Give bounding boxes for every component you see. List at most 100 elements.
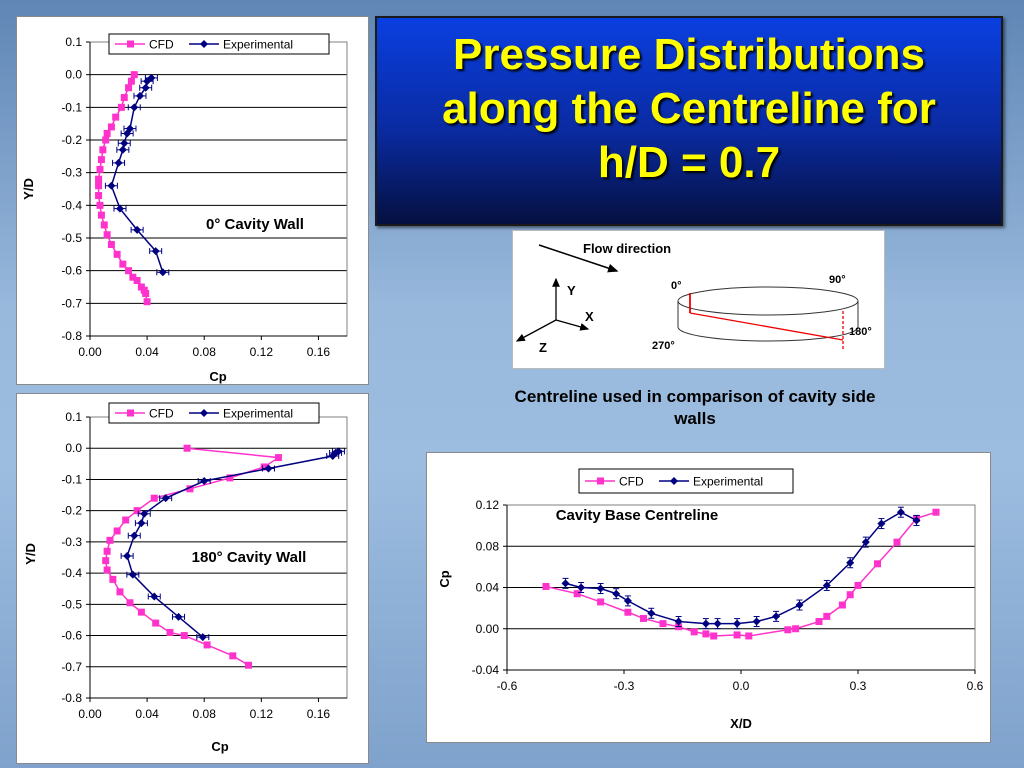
cfd-point bbox=[932, 508, 940, 516]
experimental-point bbox=[647, 609, 656, 618]
cfd-point bbox=[854, 581, 862, 589]
experimental-point bbox=[115, 204, 124, 213]
x-tick-label: 0.6 bbox=[967, 679, 984, 693]
legend-experimental-marker bbox=[200, 40, 208, 48]
cfd-point bbox=[784, 626, 792, 634]
cfd-point bbox=[126, 599, 134, 607]
legend-cfd-label: CFD bbox=[149, 407, 174, 421]
experimental-point bbox=[334, 447, 343, 456]
flow-arrow bbox=[538, 244, 619, 273]
y-tick-label: -0.6 bbox=[61, 629, 82, 643]
experimental-point bbox=[137, 519, 146, 528]
experimental-point bbox=[130, 103, 139, 112]
cfd-point bbox=[815, 618, 823, 626]
cfd-point bbox=[107, 123, 115, 131]
experimental-point bbox=[713, 619, 722, 628]
cfd-point bbox=[100, 221, 108, 229]
y-tick-label: -0.3 bbox=[61, 535, 82, 549]
cavity-top-ellipse bbox=[677, 286, 859, 316]
chart-cavity-base: 0.12 0.08 0.04 0.00 -0.04 -0.6 -0.3 0.0 0.3 0.6 X/… bbox=[437, 468, 984, 731]
x-tick-label: 0.00 bbox=[78, 345, 102, 359]
experimental-point bbox=[158, 268, 167, 277]
experimental-point bbox=[795, 601, 804, 610]
cfd-point bbox=[792, 625, 800, 633]
x-tick-label: -0.3 bbox=[614, 679, 635, 693]
experimental-point bbox=[772, 612, 781, 621]
experimental-point bbox=[674, 617, 683, 626]
legend-experimental-label: Experimental bbox=[223, 38, 293, 52]
cfd-point bbox=[640, 614, 647, 622]
cavity-diagram-panel: Flow direction Y X Z 0° 90° 180° 270° bbox=[512, 230, 885, 369]
z-axis-arrow bbox=[515, 319, 557, 342]
legend-cfd-label: CFD bbox=[149, 38, 174, 52]
angle-90-label: 90° bbox=[829, 274, 846, 286]
y-tick-label: -0.2 bbox=[61, 504, 82, 518]
x-axis-label: X/D bbox=[730, 716, 752, 731]
experimental-point bbox=[161, 494, 170, 503]
cfd-point bbox=[244, 661, 252, 669]
cfd-point bbox=[152, 619, 160, 627]
y-tick-label: 0.0 bbox=[65, 68, 82, 82]
experimental-point bbox=[151, 247, 160, 256]
experimental-point bbox=[896, 508, 905, 517]
experimental-point bbox=[328, 452, 337, 461]
experimental-point bbox=[623, 596, 632, 605]
experimental-point bbox=[861, 538, 870, 547]
legend-experimental-label: Experimental bbox=[223, 407, 293, 421]
cfd-point bbox=[127, 77, 135, 85]
x-tick-label: 0.04 bbox=[135, 345, 159, 359]
cfd-point bbox=[109, 575, 117, 583]
cfd-point bbox=[122, 516, 130, 524]
cfd-point bbox=[125, 84, 133, 92]
y-tick-label: 0.12 bbox=[476, 498, 500, 512]
chart-180deg-wall: 0.1 0.0 -0.1 -0.2 -0.3 -0.4 -0.5 -0.6 -0.7 -0.8 0.… bbox=[23, 402, 348, 754]
cfd-point bbox=[624, 608, 632, 616]
x-tick-label: 0.08 bbox=[193, 345, 217, 359]
cfd-point bbox=[112, 113, 120, 121]
cfd-point bbox=[690, 628, 698, 636]
cfd-point bbox=[226, 474, 234, 482]
cfd-point bbox=[117, 103, 125, 111]
angle-180-label: 180° bbox=[849, 326, 872, 338]
cavity-body bbox=[677, 301, 859, 342]
angle-270-label: 270° bbox=[652, 340, 675, 352]
cfd-point bbox=[260, 463, 268, 471]
cfd-point bbox=[99, 146, 107, 154]
cfd-point bbox=[542, 582, 550, 590]
cfd-point bbox=[129, 273, 137, 281]
x-tick-label: 0.12 bbox=[250, 345, 274, 359]
series-line-experimental bbox=[565, 511, 917, 625]
x-tick-label: 0.16 bbox=[307, 707, 331, 721]
experimental-point bbox=[118, 145, 127, 154]
y-axis-letter: Y bbox=[567, 283, 576, 298]
cfd-point bbox=[116, 588, 124, 596]
cfd-point bbox=[597, 598, 605, 606]
cfd-point bbox=[120, 94, 128, 102]
cfd-point bbox=[838, 601, 846, 609]
cfd-point bbox=[186, 485, 194, 493]
title-line-1: Pressure Distributions bbox=[453, 30, 925, 79]
y-tick-label: -0.1 bbox=[61, 100, 82, 114]
experimental-point bbox=[114, 158, 123, 167]
diagram-caption: Centreline used in comparison of cavity … bbox=[514, 387, 876, 428]
y-tick-label: -0.5 bbox=[61, 231, 82, 245]
y-tick-label: -0.7 bbox=[61, 660, 82, 674]
chart-panel-base: 0.12 0.08 0.04 0.00 -0.04 -0.6 -0.3 0.0 0.3 0.6 X/… bbox=[426, 452, 991, 743]
series-line-experimental bbox=[126, 450, 339, 638]
experimental-point bbox=[612, 589, 621, 598]
y-tick-label: -0.2 bbox=[61, 133, 82, 147]
cfd-point bbox=[96, 165, 104, 173]
cfd-point bbox=[846, 591, 854, 599]
cfd-point bbox=[143, 298, 151, 306]
y-tick-label: -0.5 bbox=[61, 597, 82, 611]
experimental-point bbox=[120, 139, 129, 148]
cfd-point bbox=[107, 241, 115, 249]
experimental-point bbox=[877, 519, 886, 528]
centreline-base bbox=[689, 312, 844, 341]
title-box: Pressure Distributions along the Centrel… bbox=[375, 16, 1003, 226]
cfd-point bbox=[137, 608, 145, 616]
cfd-point bbox=[874, 560, 881, 568]
chart-annotation: 180° Cavity Wall bbox=[192, 549, 307, 566]
experimental-point bbox=[701, 619, 710, 628]
cfd-point bbox=[102, 557, 110, 565]
